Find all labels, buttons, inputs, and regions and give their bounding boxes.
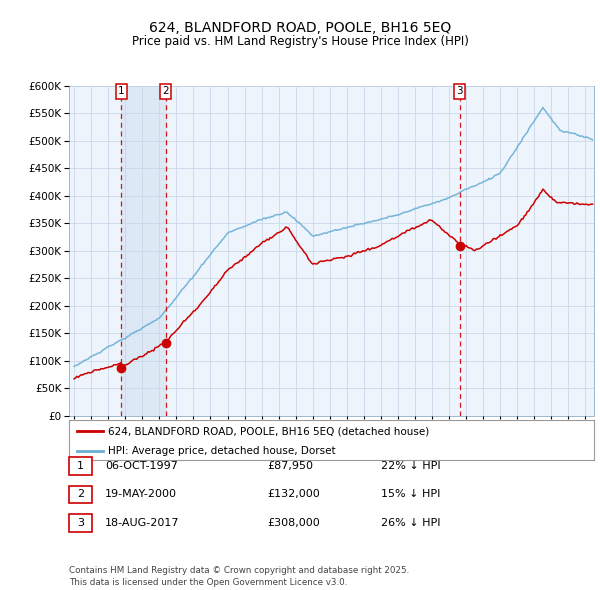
Text: 1: 1	[77, 461, 84, 471]
Text: Price paid vs. HM Land Registry's House Price Index (HPI): Price paid vs. HM Land Registry's House …	[131, 35, 469, 48]
Text: £132,000: £132,000	[267, 490, 320, 499]
Text: 15% ↓ HPI: 15% ↓ HPI	[381, 490, 440, 499]
Bar	[121, 86, 166, 416]
Text: 22% ↓ HPI: 22% ↓ HPI	[381, 461, 440, 471]
Text: 1: 1	[118, 86, 124, 96]
Text: HPI: Average price, detached house, Dorset: HPI: Average price, detached house, Dors…	[109, 447, 336, 457]
Text: 3: 3	[77, 518, 84, 527]
Text: 2: 2	[77, 490, 84, 499]
Text: 624, BLANDFORD ROAD, POOLE, BH16 5EQ (detached house): 624, BLANDFORD ROAD, POOLE, BH16 5EQ (de…	[109, 427, 430, 437]
Text: Contains HM Land Registry data © Crown copyright and database right 2025.
This d: Contains HM Land Registry data © Crown c…	[69, 566, 409, 587]
Text: 624, BLANDFORD ROAD, POOLE, BH16 5EQ: 624, BLANDFORD ROAD, POOLE, BH16 5EQ	[149, 21, 451, 35]
Text: 19-MAY-2000: 19-MAY-2000	[105, 490, 177, 499]
Text: 26% ↓ HPI: 26% ↓ HPI	[381, 518, 440, 527]
Text: 3: 3	[457, 86, 463, 96]
Text: 06-OCT-1997: 06-OCT-1997	[105, 461, 178, 471]
Text: £87,950: £87,950	[267, 461, 313, 471]
Text: 18-AUG-2017: 18-AUG-2017	[105, 518, 179, 527]
Text: 2: 2	[163, 86, 169, 96]
Text: £308,000: £308,000	[267, 518, 320, 527]
